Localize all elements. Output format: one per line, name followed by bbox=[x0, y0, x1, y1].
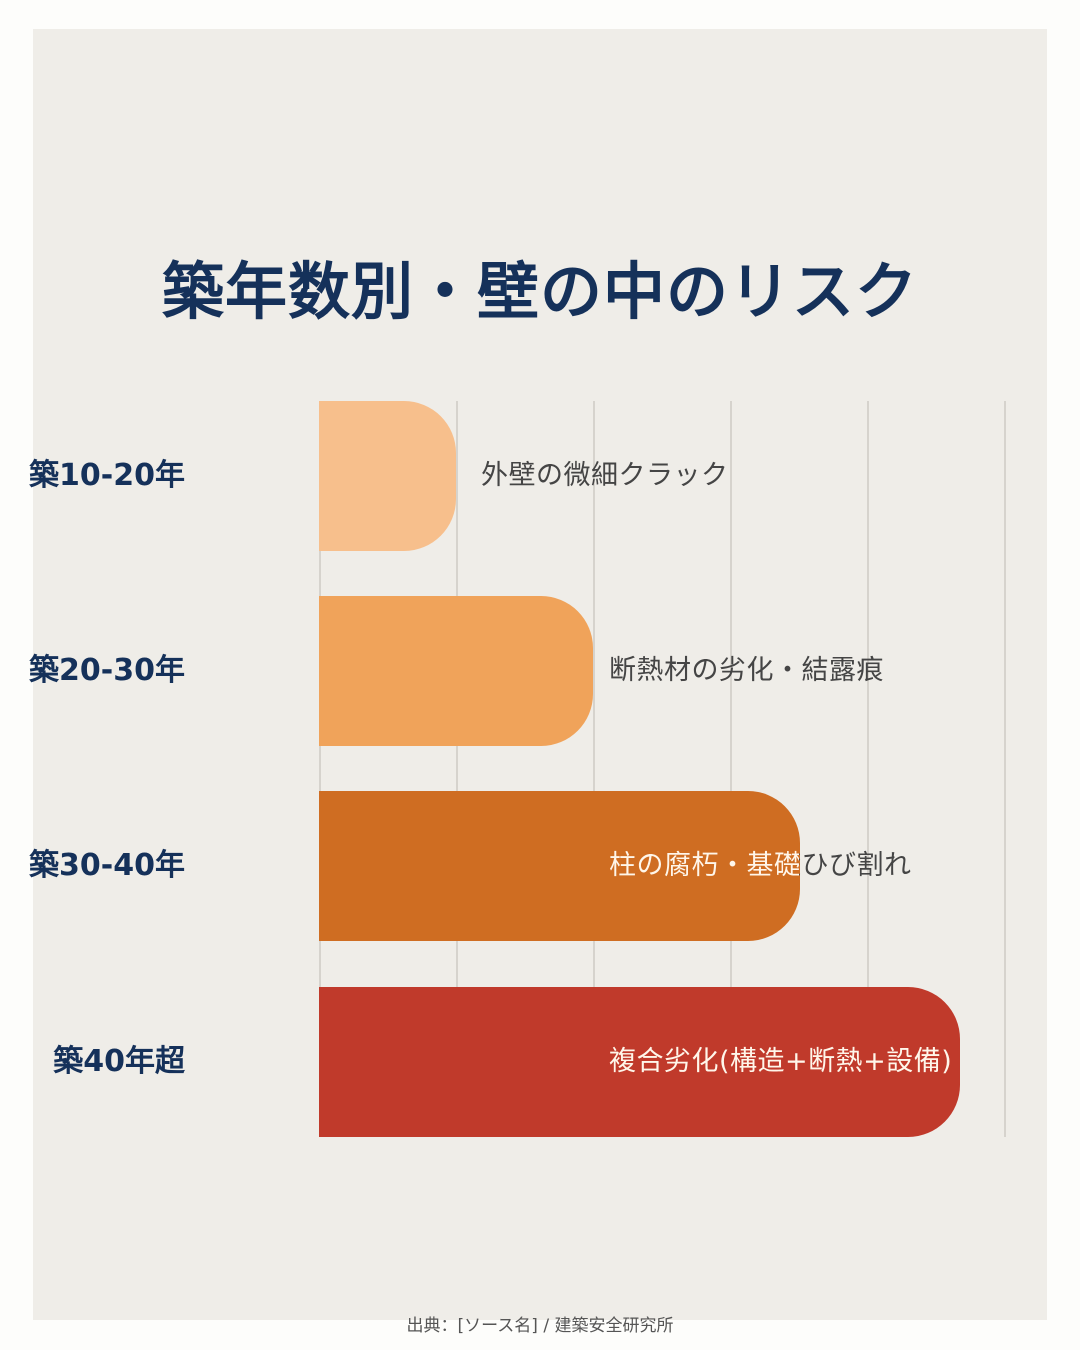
gridline bbox=[456, 401, 458, 1137]
gridline bbox=[1004, 401, 1006, 1137]
category-label: 築30-40年 bbox=[29, 848, 185, 883]
risk-annotation: 断熱材の劣化・結露痕 bbox=[609, 655, 884, 686]
chart-title: 築年数別・壁の中のリスク bbox=[161, 255, 918, 328]
bar-10-20-years bbox=[319, 401, 456, 551]
category-label: 築10-20年 bbox=[29, 458, 185, 493]
source-credit: 出典：[ソース名] / 建築安全研究所 bbox=[406, 1316, 674, 1336]
risk-annotation: 複合劣化(構造+断熱+設備) bbox=[609, 1046, 953, 1077]
risk-annotation: 外壁の微細クラック bbox=[481, 460, 729, 491]
infographic-card: 築年数別・壁の中のリスク 築10-20年 築20-30年 築30-40年 築40… bbox=[29, 29, 1047, 1336]
bar-30-40-years bbox=[319, 791, 800, 941]
bar-chart: 築10-20年 築20-30年 築30-40年 築40年超 外壁の微細クラック … bbox=[29, 401, 1006, 1137]
category-label: 築40年超 bbox=[53, 1044, 185, 1079]
bar-20-30-years bbox=[319, 596, 593, 746]
gridline bbox=[730, 401, 732, 1137]
risk-annotation: 柱の腐朽・基礎ひび割れ bbox=[609, 791, 912, 941]
gridline bbox=[593, 401, 595, 1137]
bar-40-plus-years bbox=[319, 987, 960, 1137]
category-label: 築20-30年 bbox=[29, 653, 185, 688]
gridline bbox=[867, 401, 869, 1137]
y-axis-line bbox=[319, 401, 321, 1137]
